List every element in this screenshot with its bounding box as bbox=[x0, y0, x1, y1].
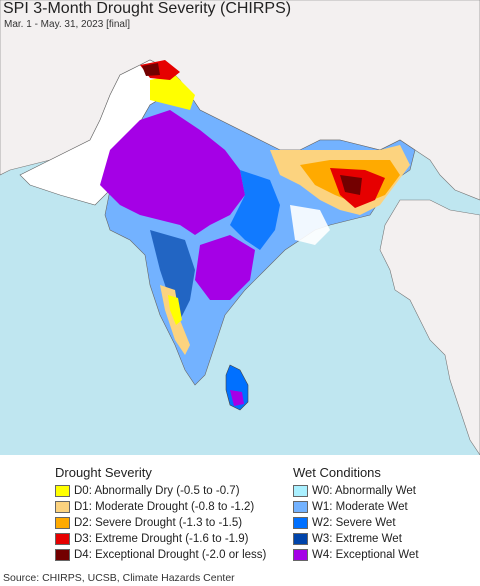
exceptional-wet-zone bbox=[100, 110, 245, 235]
swatch-d2 bbox=[55, 517, 70, 529]
legend-item-d4: D4: Exceptional Drought (-2.0 or less) bbox=[55, 549, 266, 561]
legend-item-w2: W2: Severe Wet bbox=[293, 517, 396, 529]
sri-lanka-wet bbox=[230, 390, 244, 406]
legend: Drought Severity Wet Conditions D0: Abno… bbox=[0, 455, 480, 570]
legend-item-d0: D0: Abnormally Dry (-0.5 to -0.7) bbox=[55, 485, 240, 497]
normal-zone-east bbox=[290, 205, 330, 245]
swatch-d1 bbox=[55, 501, 70, 513]
land-southeast-asia bbox=[379, 199, 480, 455]
legend-label-d0: D0: Abnormally Dry (-0.5 to -0.7) bbox=[74, 485, 240, 497]
legend-label-w3: W3: Extreme Wet bbox=[312, 533, 402, 545]
wet-legend-title: Wet Conditions bbox=[293, 465, 381, 480]
legend-label-w1: W1: Moderate Wet bbox=[312, 501, 408, 513]
legend-item-w1: W1: Moderate Wet bbox=[293, 501, 408, 513]
legend-label-d1: D1: Moderate Drought (-0.8 to -1.2) bbox=[74, 501, 255, 513]
legend-label-w0: W0: Abnormally Wet bbox=[312, 485, 416, 497]
drought-northeast-d4 bbox=[340, 175, 362, 195]
legend-label-d3: D3: Extreme Drought (-1.6 to -1.9) bbox=[74, 533, 249, 545]
legend-item-d1: D1: Moderate Drought (-0.8 to -1.2) bbox=[55, 501, 254, 513]
legend-label-w4: W4: Exceptional Wet bbox=[312, 549, 419, 561]
swatch-d0 bbox=[55, 485, 70, 497]
drought-map: SPI 3-Month Drought Severity (CHIRPS) Ma… bbox=[0, 0, 480, 455]
exceptional-wet-south bbox=[195, 235, 255, 300]
legend-item-w0: W0: Abnormally Wet bbox=[293, 485, 416, 497]
drought-north-d4 bbox=[142, 63, 160, 76]
swatch-d3 bbox=[55, 533, 70, 545]
map-subtitle: Mar. 1 - May. 31, 2023 [final] bbox=[4, 19, 130, 30]
severe-wet-zone bbox=[230, 170, 280, 250]
map-canvas bbox=[0, 0, 480, 455]
extreme-wet-zone bbox=[150, 230, 195, 320]
swatch-w2 bbox=[293, 517, 308, 529]
legend-item-d2: D2: Severe Drought (-1.3 to -1.5) bbox=[55, 517, 242, 529]
drought-legend-title: Drought Severity bbox=[55, 465, 152, 480]
drought-north-d0 bbox=[150, 75, 195, 110]
legend-label-w2: W2: Severe Wet bbox=[312, 517, 396, 529]
swatch-w0 bbox=[293, 485, 308, 497]
map-title: SPI 3-Month Drought Severity (CHIRPS) bbox=[3, 0, 292, 17]
legend-item-w3: W3: Extreme Wet bbox=[293, 533, 402, 545]
swatch-d4 bbox=[55, 549, 70, 561]
swatch-w4 bbox=[293, 549, 308, 561]
drought-southwest-d0 bbox=[168, 295, 182, 325]
swatch-w3 bbox=[293, 533, 308, 545]
legend-label-d4: D4: Exceptional Drought (-2.0 or less) bbox=[74, 549, 267, 561]
legend-label-d2: D2: Severe Drought (-1.3 to -1.5) bbox=[74, 517, 243, 529]
swatch-w1 bbox=[293, 501, 308, 513]
legend-item-w4: W4: Exceptional Wet bbox=[293, 549, 419, 561]
legend-item-d3: D3: Extreme Drought (-1.6 to -1.9) bbox=[55, 533, 248, 545]
source-credit: Source: CHIRPS, UCSB, Climate Hazards Ce… bbox=[3, 572, 235, 584]
